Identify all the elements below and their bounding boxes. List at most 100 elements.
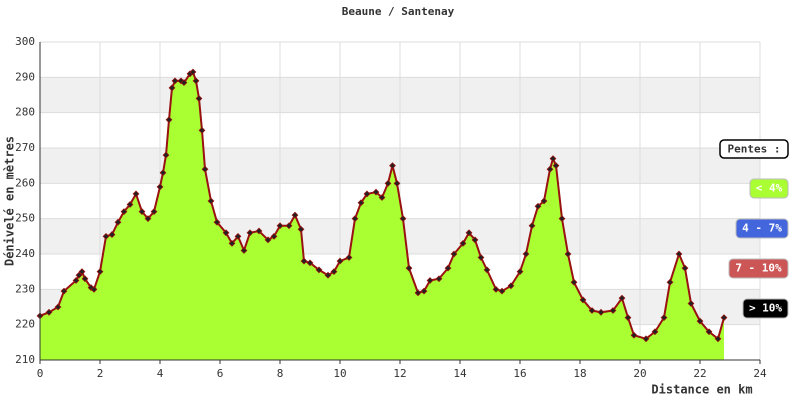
x-tick-label: 12 (393, 367, 406, 380)
point (618, 294, 626, 302)
point (405, 264, 413, 272)
point (291, 211, 299, 219)
point (255, 227, 263, 235)
point (450, 250, 458, 258)
point (459, 240, 467, 247)
point (570, 278, 578, 286)
point (240, 247, 248, 254)
point (144, 215, 152, 223)
point (198, 126, 206, 134)
point (159, 169, 167, 177)
point (426, 277, 434, 284)
y-tick-label: 260 (15, 176, 35, 189)
point (192, 77, 200, 85)
x-tick-label: 16 (513, 367, 526, 380)
point (234, 232, 242, 240)
x-tick-label: 18 (573, 367, 586, 380)
x-tick-label: 14 (453, 367, 467, 380)
point (201, 165, 209, 173)
point (276, 222, 284, 230)
y-tick-label: 220 (15, 318, 35, 331)
x-tick-label: 4 (157, 367, 164, 380)
point (714, 335, 722, 343)
point (90, 285, 98, 293)
point (393, 179, 401, 187)
point (579, 296, 587, 304)
point (324, 271, 332, 279)
point (660, 314, 668, 321)
y-tick-label: 290 (15, 70, 35, 83)
point (222, 229, 230, 237)
point (114, 218, 122, 226)
point (435, 275, 443, 283)
point (108, 231, 116, 238)
point (213, 218, 221, 226)
point (264, 236, 272, 244)
point (696, 317, 704, 325)
point (189, 68, 197, 76)
legend-label: 7 - 10% (735, 262, 782, 275)
point (300, 257, 308, 265)
point (54, 303, 62, 311)
legend-swatch (728, 258, 789, 279)
point (471, 236, 479, 244)
point (558, 215, 566, 223)
point (297, 225, 305, 233)
point (522, 250, 530, 258)
point (45, 308, 53, 316)
point (507, 282, 515, 290)
point (378, 194, 386, 201)
point (534, 202, 542, 210)
point (132, 190, 140, 198)
legend-swatch (749, 178, 789, 199)
point (336, 257, 344, 265)
x-tick-label: 24 (753, 367, 767, 380)
area (40, 72, 724, 361)
legend-title-box (719, 139, 789, 159)
legend-label: < 4% (756, 182, 783, 195)
point (228, 240, 236, 247)
point (483, 266, 491, 274)
point (372, 188, 380, 196)
point (60, 287, 68, 295)
point (609, 307, 617, 314)
point (351, 215, 359, 223)
x-tick-label: 0 (37, 367, 44, 380)
point (540, 197, 548, 205)
point (384, 179, 392, 187)
point (630, 331, 638, 339)
x-axis-label: Distance en km (651, 383, 752, 397)
point (597, 308, 605, 316)
y-tick-label: 300 (15, 35, 35, 48)
point (564, 250, 572, 258)
x-tick-label: 22 (693, 367, 706, 380)
y-tick-label: 230 (15, 282, 35, 295)
x-tick-label: 6 (217, 367, 224, 380)
point (720, 314, 728, 321)
point (420, 287, 428, 295)
y-tick-label: 280 (15, 106, 35, 119)
point (687, 300, 695, 307)
legend-label: 4 - 7% (742, 222, 782, 235)
point (399, 215, 407, 223)
y-tick-label: 210 (15, 353, 35, 366)
point (270, 232, 278, 240)
point (465, 229, 473, 237)
point (414, 289, 422, 297)
point (246, 229, 254, 237)
point (363, 190, 371, 198)
point (516, 268, 524, 276)
point (138, 208, 146, 215)
chart-title: Beaune / Santenay (342, 5, 455, 18)
point (549, 155, 557, 162)
y-axis-label: Dénivelé en mètres (3, 136, 17, 266)
legend-label: > 10% (749, 302, 782, 315)
point (546, 165, 554, 173)
point (306, 259, 314, 267)
point (120, 208, 128, 215)
point (345, 254, 353, 261)
point (72, 277, 80, 284)
point (75, 271, 83, 279)
point (78, 268, 86, 276)
